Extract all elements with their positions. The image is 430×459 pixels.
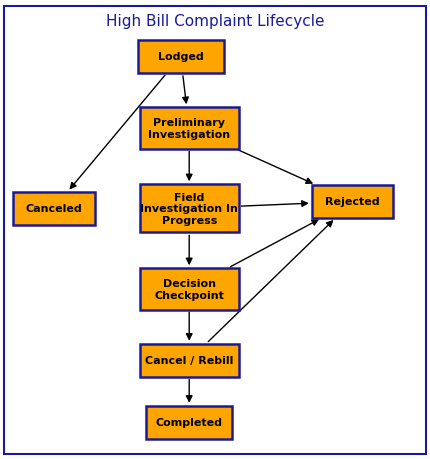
FancyBboxPatch shape (138, 41, 224, 74)
Text: Field
Investigation In
Progress: Field Investigation In Progress (140, 192, 238, 225)
FancyBboxPatch shape (146, 406, 232, 439)
FancyBboxPatch shape (13, 192, 95, 225)
Text: Rejected: Rejected (325, 197, 380, 207)
FancyBboxPatch shape (140, 185, 239, 233)
Text: Lodged: Lodged (158, 52, 203, 62)
Text: High Bill Complaint Lifecycle: High Bill Complaint Lifecycle (106, 14, 324, 29)
FancyBboxPatch shape (140, 269, 239, 310)
Text: Canceled: Canceled (25, 204, 82, 214)
Text: Preliminary
Investigation: Preliminary Investigation (148, 118, 230, 139)
FancyBboxPatch shape (140, 108, 239, 149)
Text: Decision
Checkpoint: Decision Checkpoint (154, 279, 224, 300)
Text: Completed: Completed (156, 417, 223, 427)
Text: Cancel / Rebill: Cancel / Rebill (145, 355, 233, 365)
FancyBboxPatch shape (140, 344, 239, 377)
FancyBboxPatch shape (312, 185, 393, 218)
